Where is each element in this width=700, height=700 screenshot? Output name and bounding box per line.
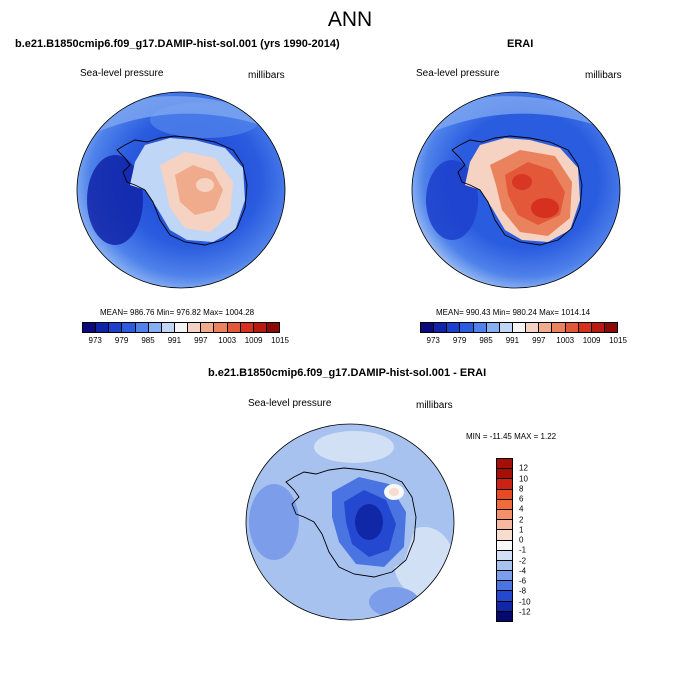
colorbar-swatch: [161, 323, 175, 332]
colorbar-swatch: [148, 323, 162, 332]
colorbar-tick-label: -10: [519, 597, 531, 606]
colorbar-swatch: [578, 323, 592, 332]
colorbar-swatch: [497, 550, 512, 561]
colorbar-swatch: [473, 323, 487, 332]
colorbar-swatch: [434, 323, 448, 332]
panel-1-map: [76, 91, 286, 289]
colorbar-tick-label: -8: [519, 586, 527, 596]
panel-2-variable-label: Sea-level pressure: [416, 68, 500, 79]
colorbar-tick-label: 985: [479, 336, 493, 345]
colorbar-swatch: [201, 323, 215, 332]
colorbar-tick-label: 1015: [609, 336, 627, 345]
colorbar-swatch: [512, 323, 527, 332]
panel-3-variable-label: Sea-level pressure: [248, 398, 332, 409]
colorbar-tick-label: -1: [519, 545, 527, 555]
panel-1-title: b.e21.B1850cmip6.f09_g17.DAMIP-hist-sol.…: [15, 38, 340, 50]
panel-2-units-label: millibars: [585, 70, 622, 81]
colorbar-swatch: [214, 323, 228, 332]
colorbar-tick-label: 979: [452, 336, 467, 345]
colorbar-swatch: [539, 323, 553, 332]
colorbar-swatch: [486, 323, 500, 332]
colorbar-swatch: [421, 323, 435, 332]
colorbar-swatch: [497, 560, 512, 572]
panel-2-colorbar: [420, 322, 618, 333]
colorbar-swatch: [266, 323, 280, 332]
figure-title: ANN: [327, 8, 373, 31]
panel-2-map: [411, 91, 621, 289]
panel-2-stats: MEAN= 990.43 Min= 980.24 Max= 1014.14: [436, 308, 591, 317]
colorbar-swatch: [188, 323, 202, 332]
panel-1-units-label: millibars: [248, 70, 285, 81]
colorbar-tick-label: 4: [519, 504, 524, 514]
colorbar-tick-label: 997: [532, 336, 546, 345]
colorbar-tick-label: -4: [519, 566, 527, 576]
colorbar-swatch: [122, 323, 136, 332]
panel-1-stats: MEAN= 986.76 Min= 976.82 Max= 1004.28: [100, 308, 255, 317]
colorbar-tick-label: 997: [194, 336, 208, 345]
colorbar-tick-label: 10: [519, 474, 528, 483]
colorbar-swatch: [497, 489, 512, 500]
colorbar-tick-label: -12: [519, 607, 531, 617]
colorbar-swatch: [497, 509, 512, 521]
colorbar-swatch: [460, 323, 474, 332]
colorbar-tick-label: -2: [519, 556, 527, 565]
colorbar-tick-label: 2: [519, 515, 524, 524]
colorbar-tick-label: 6: [519, 494, 524, 504]
panel-1-variable-label: Sea-level pressure: [80, 68, 164, 79]
panel-2-title: ERAI: [507, 38, 534, 50]
colorbar-tick-label: 1015: [271, 336, 289, 345]
colorbar-swatch: [604, 323, 618, 332]
colorbar-swatch: [497, 571, 512, 582]
colorbar-swatch: [240, 323, 254, 332]
colorbar-swatch: [253, 323, 267, 332]
colorbar-swatch: [497, 611, 512, 621]
colorbar-tick-label: 1003: [218, 336, 237, 345]
colorbar-tick-label: -6: [519, 576, 527, 586]
colorbar-swatch: [497, 601, 512, 612]
colorbar-tick-label: 12: [519, 463, 528, 473]
colorbar-tick-label: 0: [519, 535, 524, 545]
colorbar-swatch: [497, 591, 512, 602]
colorbar-swatch: [135, 323, 149, 332]
colorbar-swatch: [227, 323, 241, 332]
colorbar-swatch: [497, 459, 512, 470]
colorbar-swatch: [83, 323, 97, 332]
colorbar-swatch: [497, 479, 512, 490]
panel-3-units-label: millibars: [416, 400, 453, 411]
colorbar-swatch: [497, 581, 512, 592]
panel-3-map: [245, 423, 455, 621]
colorbar-tick-label: 991: [167, 336, 182, 345]
panel-3-title: b.e21.B1850cmip6.f09_g17.DAMIP-hist-sol.…: [208, 367, 487, 379]
colorbar-swatch: [497, 530, 512, 541]
colorbar-swatch: [497, 540, 512, 551]
colorbar-swatch: [552, 323, 566, 332]
colorbar-tick-label: 1009: [244, 336, 263, 345]
colorbar-swatch: [591, 323, 605, 332]
colorbar-swatch: [447, 323, 461, 332]
panel-3-stats: MIN = -11.45 MAX = 1.22: [466, 432, 557, 441]
colorbar-tick-label: 991: [505, 336, 520, 345]
colorbar-swatch: [497, 520, 512, 531]
colorbar-tick-label: 1003: [556, 336, 575, 345]
colorbar-tick-label: 979: [114, 336, 129, 345]
colorbar-tick-label: 973: [88, 336, 102, 345]
panel-3-colorbar: [496, 458, 513, 622]
colorbar-swatch: [497, 499, 512, 510]
colorbar-swatch: [109, 323, 123, 332]
colorbar-swatch: [174, 323, 189, 332]
colorbar-tick-label: 8: [519, 484, 524, 494]
colorbar-tick-label: 973: [426, 336, 440, 345]
colorbar-swatch: [565, 323, 579, 332]
colorbar-tick-label: 1009: [582, 336, 601, 345]
colorbar-tick-label: 985: [141, 336, 155, 345]
colorbar-swatch: [497, 469, 512, 480]
panel-1-colorbar: [82, 322, 280, 333]
colorbar-swatch: [96, 323, 110, 332]
colorbar-tick-label: 1: [519, 525, 524, 535]
colorbar-swatch: [499, 323, 513, 332]
colorbar-swatch: [526, 323, 540, 332]
